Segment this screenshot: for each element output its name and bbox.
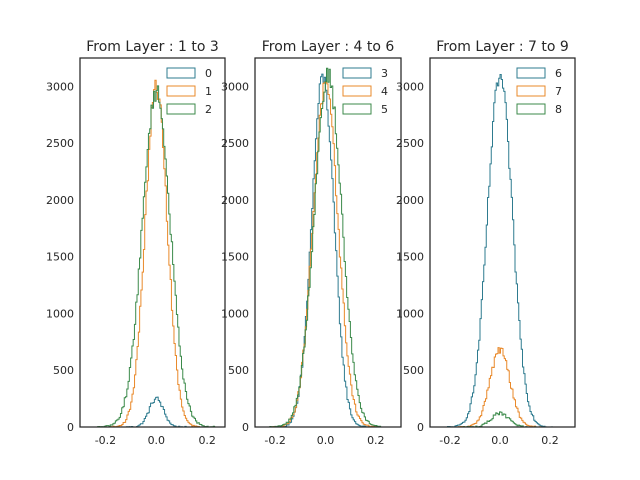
panel-2: From Layer : 4 to 6 0 500 1000 1500 2000 2500 3… xyxy=(221,39,402,447)
x-tick-label: -0.2 xyxy=(264,434,285,447)
legend-swatch-1 xyxy=(166,85,196,97)
y-tick-label: 1000 xyxy=(396,307,424,320)
legend-label-2: 2 xyxy=(205,103,212,116)
legend: 6 7 8 xyxy=(516,67,562,116)
legend-label-8: 8 xyxy=(555,103,562,116)
legend-swatch-6 xyxy=(516,67,546,79)
panel-1: From Layer : 1 to 3 0 500 1000 1500 2000 2500 3… xyxy=(46,39,226,447)
y-tick-label: 1000 xyxy=(221,307,249,320)
legend: 3 4 5 xyxy=(342,67,388,116)
x-tick-label: 0.2 xyxy=(367,434,385,447)
x-tick-label: 0.0 xyxy=(148,434,166,447)
y-tick-label: 2000 xyxy=(46,194,74,207)
x-tick-label: -0.2 xyxy=(95,434,116,447)
chart-title: From Layer : 1 to 3 xyxy=(86,39,219,55)
x-tick-label: 0.0 xyxy=(491,434,509,447)
y-tick-label: 3000 xyxy=(221,80,249,93)
legend-swatch-7 xyxy=(516,85,546,97)
y-tick-label: 500 xyxy=(228,364,249,377)
y-tick-label: 2500 xyxy=(396,137,424,150)
histogram-series-6 xyxy=(447,74,553,427)
y-tick-label: 2500 xyxy=(221,137,249,150)
histogram-series-1 xyxy=(109,79,203,427)
chart-title: From Layer : 7 to 9 xyxy=(436,39,569,55)
y-tick-label: 3000 xyxy=(46,80,74,93)
axes-frame xyxy=(254,57,402,428)
legend-swatch-4 xyxy=(342,85,372,97)
y-tick-label: 500 xyxy=(53,364,74,377)
y-tick-label: 3000 xyxy=(396,80,424,93)
axes-frame xyxy=(429,57,576,428)
legend-swatch-2 xyxy=(166,103,196,115)
y-tick-label: 2500 xyxy=(46,137,74,150)
y-tick-label: 2000 xyxy=(396,194,424,207)
x-tick-label: -0.2 xyxy=(439,434,460,447)
y-tick-label: 1000 xyxy=(46,307,74,320)
legend-swatch-5 xyxy=(342,103,372,115)
y-tick-label: 2000 xyxy=(221,194,249,207)
y-tick-label: 0 xyxy=(242,421,249,434)
y-tick-label: 1500 xyxy=(221,251,249,264)
legend-label-5: 5 xyxy=(381,103,388,116)
panels: From Layer : 1 to 3050010001500200025003… xyxy=(46,39,576,447)
y-tick-label: 0 xyxy=(417,421,424,434)
x-tick-label: 0.2 xyxy=(541,434,559,447)
legend-label-6: 6 xyxy=(555,67,562,80)
legend-swatch-3 xyxy=(342,67,372,79)
legend-label-1: 1 xyxy=(205,85,212,98)
legend-label-7: 7 xyxy=(555,85,562,98)
y-tick-label: 500 xyxy=(403,364,424,377)
y-tick-label: 1500 xyxy=(396,251,424,264)
legend: 0 1 2 xyxy=(166,67,212,116)
legend-swatch-8 xyxy=(516,103,546,115)
legend-label-3: 3 xyxy=(381,67,388,80)
axes-frame xyxy=(79,57,226,428)
legend-swatch-0 xyxy=(166,67,196,79)
x-tick-label: 0.0 xyxy=(317,434,335,447)
histogram-series-5 xyxy=(269,67,387,427)
legend-label-4: 4 xyxy=(381,85,388,98)
histogram-series-2 xyxy=(97,85,216,427)
histogram-series-8 xyxy=(462,411,537,427)
chart-title: From Layer : 4 to 6 xyxy=(262,39,395,55)
legend-label-0: 0 xyxy=(205,67,212,80)
histogram-series-7 xyxy=(457,347,543,427)
histogram-series-3 xyxy=(275,73,371,427)
x-tick-label: 0.2 xyxy=(198,434,216,447)
y-tick-label: 0 xyxy=(67,421,74,434)
y-tick-label: 1500 xyxy=(46,251,74,264)
panel-3: From Layer : 7 to 9 0 500 1000 1500 2000 2500 3… xyxy=(396,39,576,447)
